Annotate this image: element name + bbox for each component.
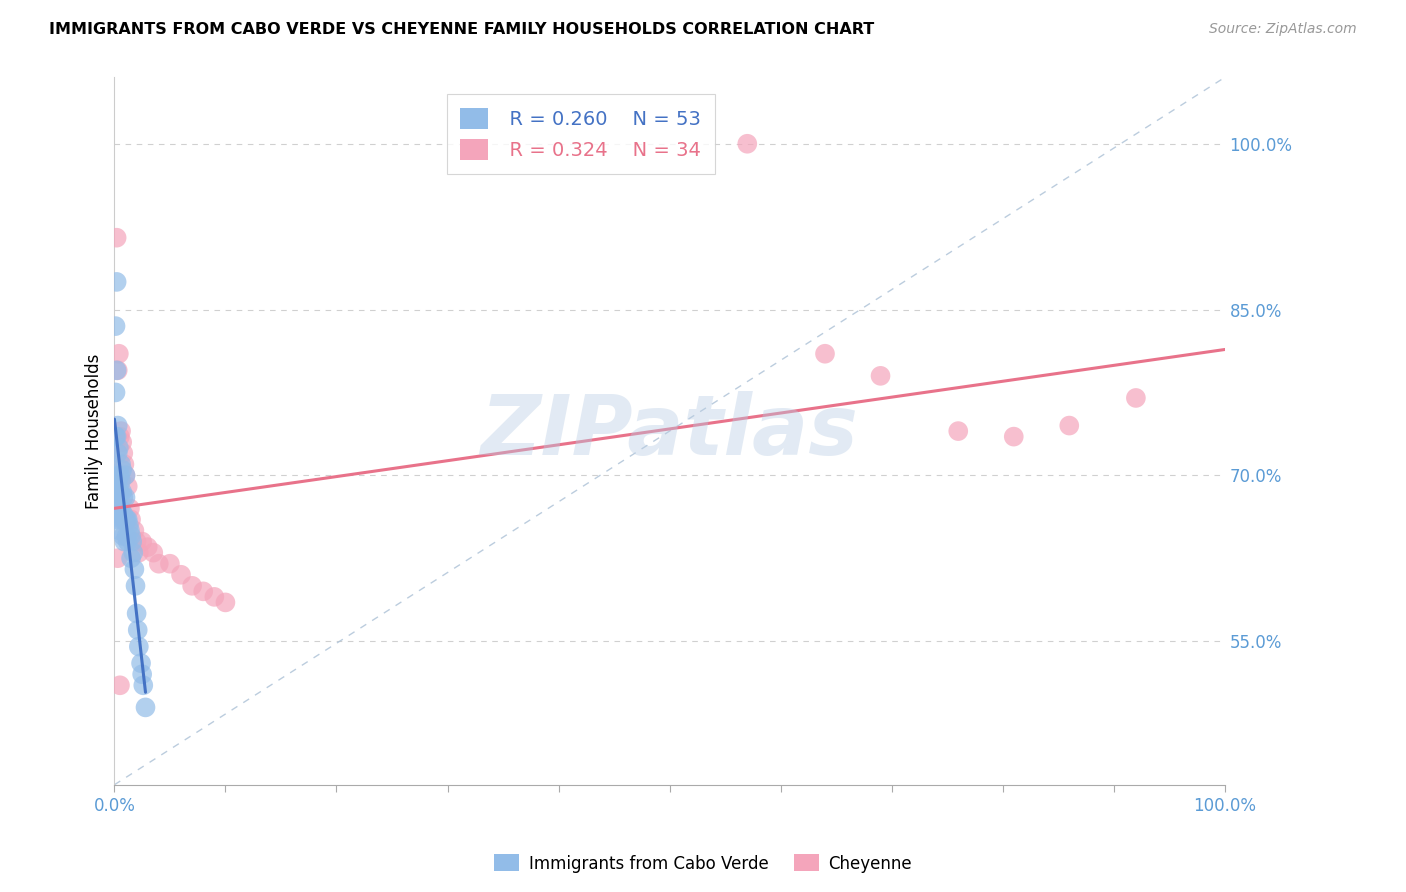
Point: [111, 484, 134, 499]
Point: [131, 667, 153, 681]
Point: [107, 551, 129, 566]
Point: [118, 524, 141, 538]
Point: [120, 551, 142, 566]
Point: [193, 584, 215, 599]
Point: [118, 501, 141, 516]
Point: [1002, 429, 1025, 443]
Point: [134, 700, 156, 714]
Point: [114, 491, 136, 505]
Point: [108, 441, 131, 455]
Point: [107, 363, 129, 377]
Point: [214, 595, 236, 609]
Point: [814, 347, 837, 361]
Point: [948, 424, 970, 438]
Point: [111, 512, 134, 526]
Legend:   R = 0.260    N = 53,   R = 0.324    N = 34: R = 0.260 N = 53, R = 0.324 N = 34: [447, 95, 714, 174]
Point: [136, 540, 159, 554]
Point: [121, 534, 143, 549]
Point: [115, 529, 138, 543]
Point: [107, 512, 129, 526]
Point: [104, 385, 127, 400]
Point: [129, 656, 152, 670]
Point: [117, 534, 139, 549]
Point: [132, 678, 155, 692]
Point: [112, 457, 135, 471]
Point: [107, 491, 129, 505]
Point: [735, 136, 758, 151]
Legend: Immigrants from Cabo Verde, Cheyenne: Immigrants from Cabo Verde, Cheyenne: [486, 847, 920, 880]
Point: [159, 557, 181, 571]
Point: [181, 579, 204, 593]
Point: [125, 534, 148, 549]
Point: [112, 446, 135, 460]
Point: [1059, 418, 1081, 433]
Point: [107, 446, 129, 460]
Point: [128, 640, 150, 654]
Point: [114, 468, 136, 483]
Point: [105, 429, 128, 443]
Point: [104, 319, 127, 334]
Point: [104, 429, 127, 443]
Point: [107, 474, 129, 488]
Point: [1125, 391, 1147, 405]
Point: [105, 275, 128, 289]
Point: [105, 230, 128, 244]
Point: [112, 491, 135, 505]
Point: [112, 512, 135, 526]
Point: [128, 546, 150, 560]
Point: [117, 512, 139, 526]
Text: Source: ZipAtlas.com: Source: ZipAtlas.com: [1209, 22, 1357, 37]
Point: [108, 484, 131, 499]
Point: [122, 546, 145, 560]
Point: [108, 468, 131, 483]
Point: [202, 590, 225, 604]
Point: [110, 457, 132, 471]
Point: [142, 546, 165, 560]
Point: [114, 512, 136, 526]
Point: [108, 678, 131, 692]
Point: [148, 557, 170, 571]
Point: [120, 512, 142, 526]
Point: [110, 474, 132, 488]
Point: [114, 468, 136, 483]
Point: [869, 368, 891, 383]
Text: IMMIGRANTS FROM CABO VERDE VS CHEYENNE FAMILY HOUSEHOLDS CORRELATION CHART: IMMIGRANTS FROM CABO VERDE VS CHEYENNE F…: [49, 22, 875, 37]
Point: [111, 463, 134, 477]
Point: [112, 507, 135, 521]
Point: [124, 579, 146, 593]
Point: [124, 562, 146, 576]
Point: [112, 529, 135, 543]
Point: [124, 524, 146, 538]
Point: [108, 501, 131, 516]
Point: [117, 479, 139, 493]
Text: ZIPatlas: ZIPatlas: [481, 391, 859, 472]
Point: [111, 435, 134, 450]
Point: [108, 468, 131, 483]
Point: [108, 429, 131, 443]
Point: [108, 524, 131, 538]
Point: [118, 518, 141, 533]
Point: [112, 534, 135, 549]
Point: [131, 534, 153, 549]
Point: [170, 567, 193, 582]
Point: [115, 512, 138, 526]
Y-axis label: Family Households: Family Households: [86, 353, 103, 508]
Point: [108, 484, 131, 499]
Point: [108, 507, 131, 521]
Point: [105, 363, 128, 377]
Point: [110, 501, 132, 516]
Point: [108, 347, 131, 361]
Point: [127, 623, 149, 637]
Point: [125, 607, 148, 621]
Point: [107, 418, 129, 433]
Point: [105, 474, 128, 488]
Point: [110, 424, 132, 438]
Point: [120, 529, 142, 543]
